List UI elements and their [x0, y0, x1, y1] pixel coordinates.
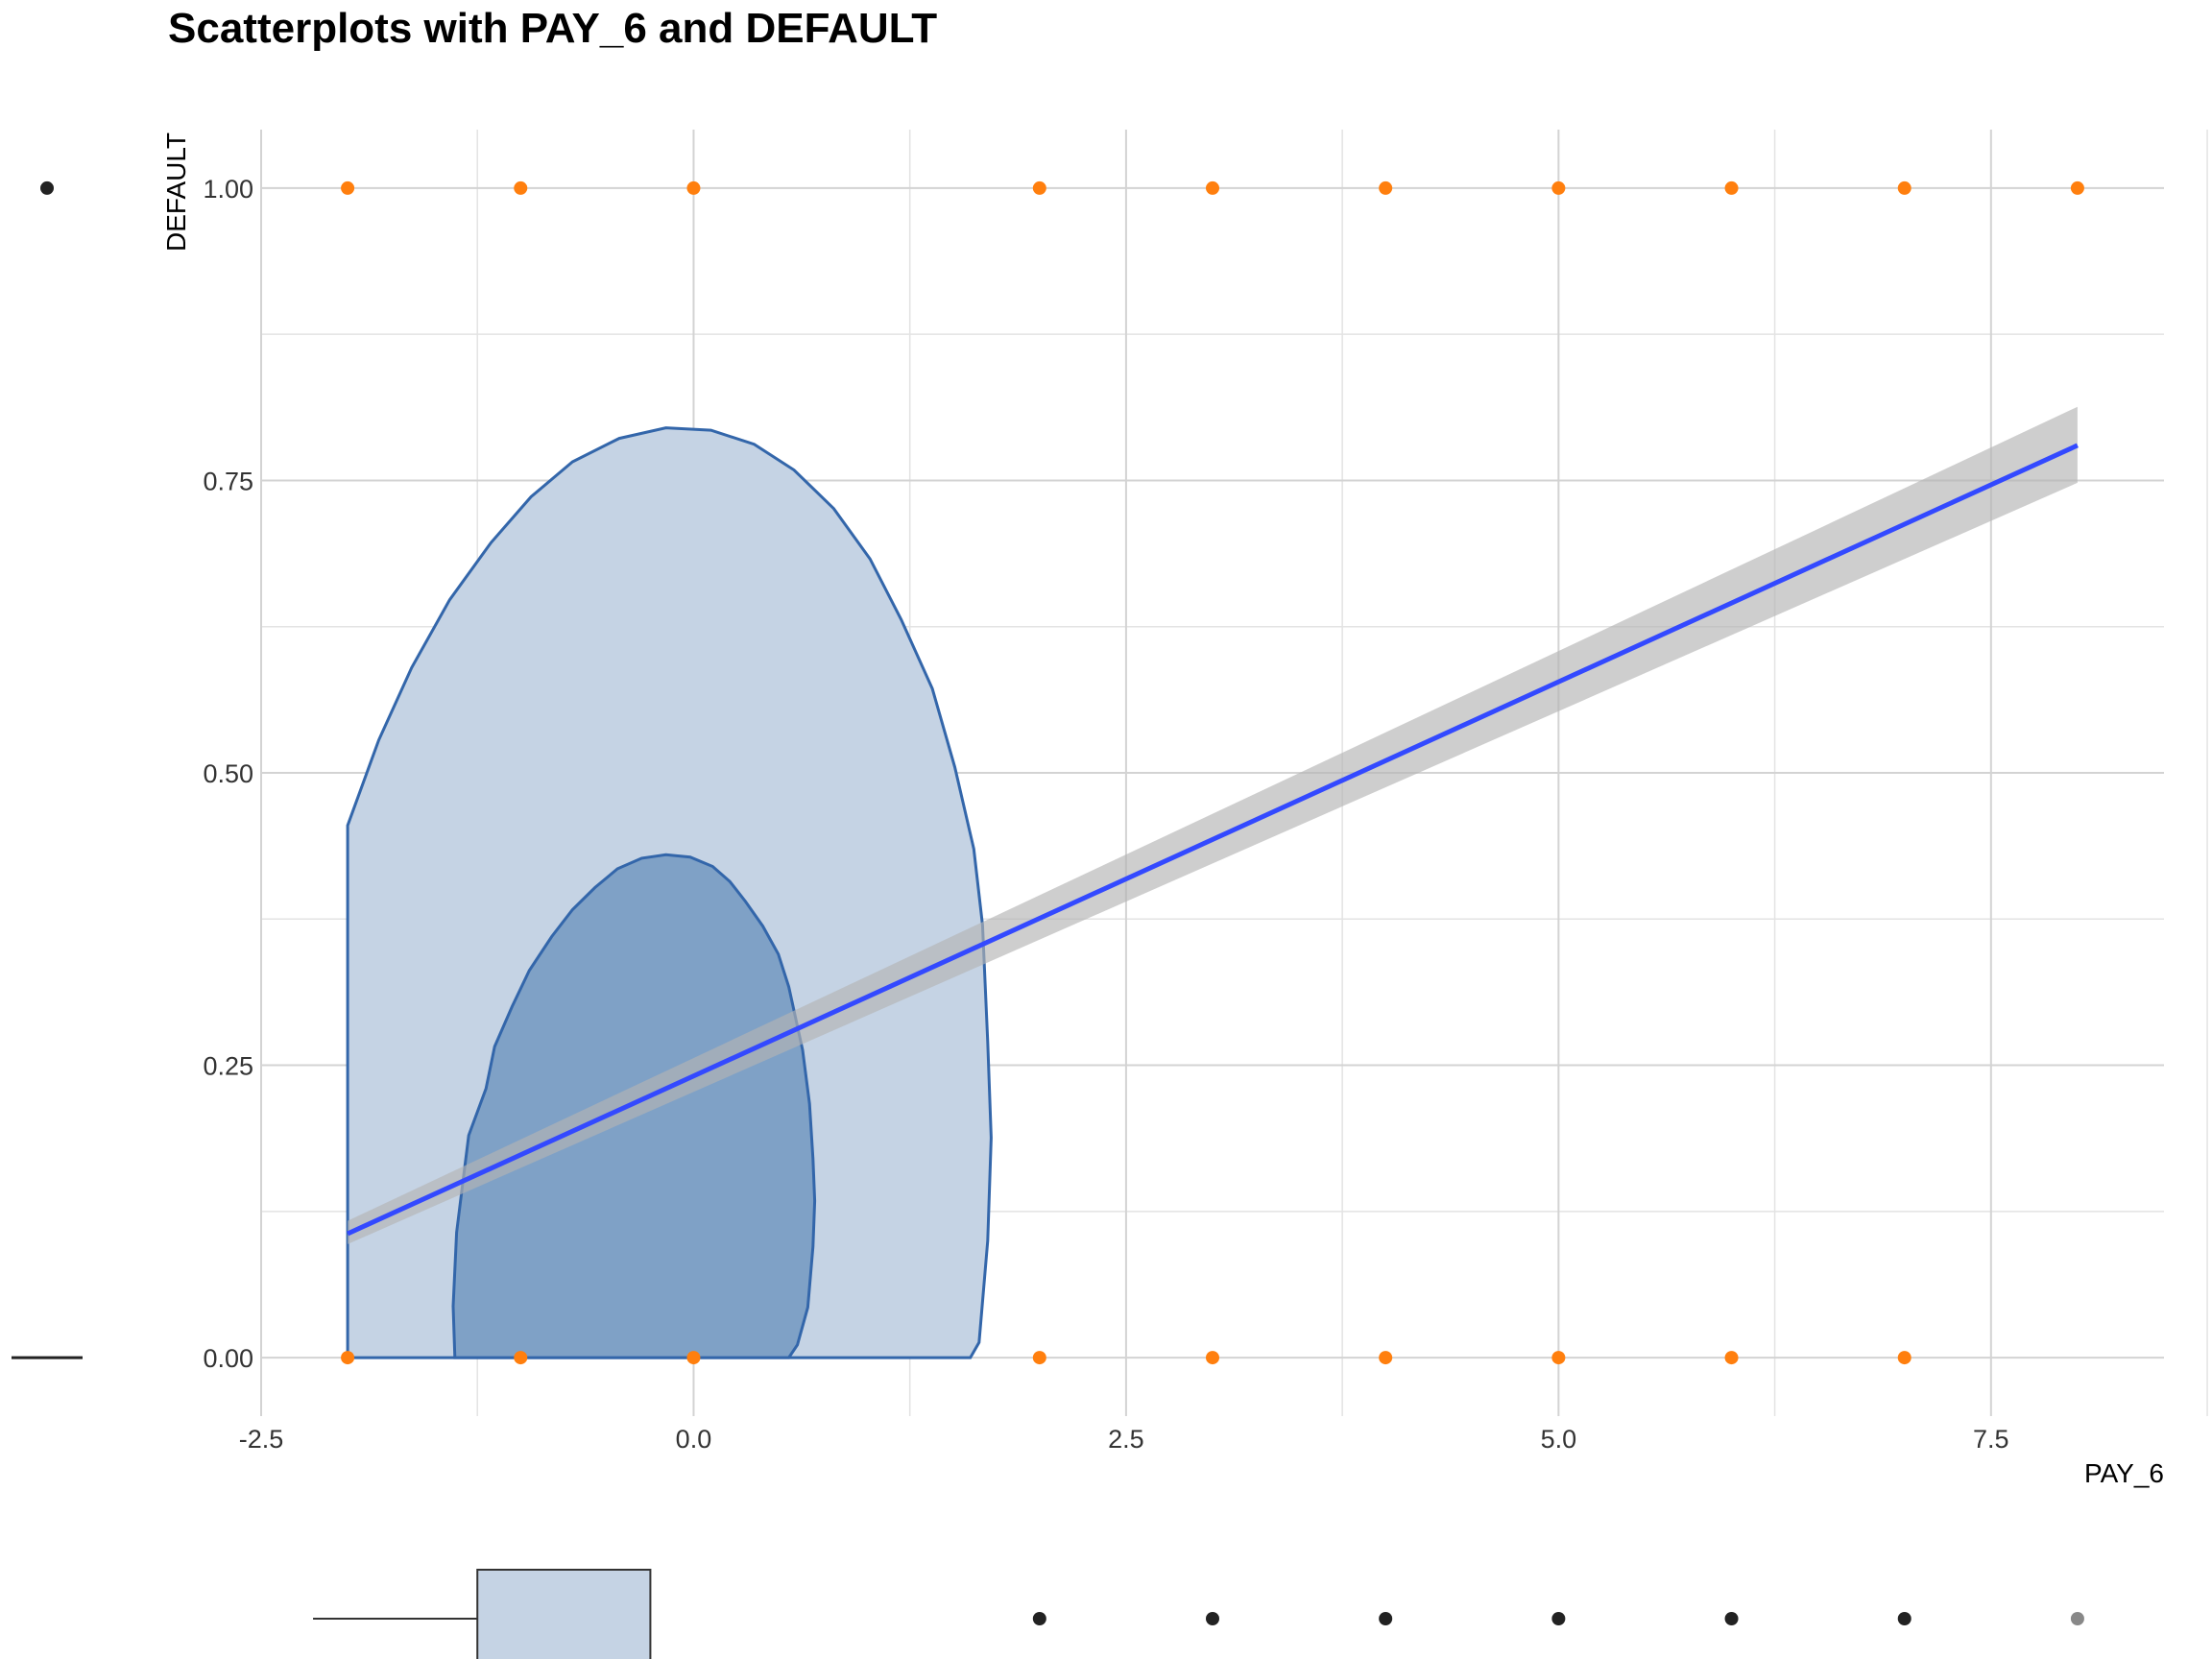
- data-point: [686, 1351, 701, 1365]
- x-tick-label: -2.5: [239, 1425, 284, 1454]
- data-points: [341, 180, 2084, 1365]
- y-axis-label: DEFAULT: [161, 132, 191, 252]
- bottom-margin-dot: [1206, 1612, 1219, 1625]
- marginal-marks: [12, 180, 2084, 1659]
- left-margin-dot: [40, 180, 54, 195]
- data-point: [1724, 180, 1739, 195]
- data-point: [1032, 180, 1046, 195]
- data-point: [1379, 1351, 1393, 1365]
- data-point: [341, 1351, 355, 1365]
- data-point: [1379, 180, 1393, 195]
- x-tick-label: 2.5: [1108, 1425, 1144, 1454]
- bottom-margin-box: [476, 1569, 652, 1659]
- x-tick-label: 0.0: [676, 1425, 712, 1454]
- y-tick-label: 1.00: [203, 175, 253, 204]
- bottom-margin-dot: [1379, 1612, 1393, 1625]
- data-point: [2070, 180, 2084, 195]
- data-point: [514, 1351, 528, 1365]
- data-point: [1551, 1351, 1566, 1365]
- data-point: [1206, 1351, 1219, 1365]
- x-tick-label: 5.0: [1541, 1425, 1577, 1454]
- y-tick-label: 0.25: [203, 1052, 253, 1081]
- data-point: [1897, 180, 1911, 195]
- regression-line: [347, 406, 2079, 1244]
- fit-line: [347, 443, 2079, 1237]
- y-tick-label: 0.50: [203, 759, 253, 788]
- data-point: [1897, 1351, 1911, 1365]
- data-point: [1551, 180, 1566, 195]
- data-point: [1032, 1351, 1046, 1365]
- data-point: [514, 180, 528, 195]
- data-point: [1724, 1351, 1739, 1365]
- y-tick-label: 0.75: [203, 467, 253, 495]
- bottom-margin-dot: [1724, 1612, 1739, 1625]
- bottom-margin-dot: [2070, 1612, 2084, 1625]
- x-tick-label: 7.5: [1973, 1425, 2009, 1454]
- x-axis-label: PAY_6: [2084, 1458, 2164, 1488]
- tick-labels: -2.5 0.0 2.5 5.0 7.5 0.00 0.25 0.50 0.75 1.00: [203, 175, 2008, 1454]
- bottom-margin-dot: [1897, 1612, 1911, 1625]
- data-point: [341, 180, 355, 195]
- density-contours: [346, 426, 993, 1359]
- data-point: [686, 180, 701, 195]
- bottom-margin-dot: [1032, 1612, 1046, 1625]
- chart-title: Scatterplots with PAY_6 and DEFAULT: [168, 5, 937, 52]
- y-tick-label: 0.00: [203, 1344, 253, 1373]
- bottom-margin-dot: [1551, 1612, 1566, 1625]
- data-point: [1206, 180, 1219, 195]
